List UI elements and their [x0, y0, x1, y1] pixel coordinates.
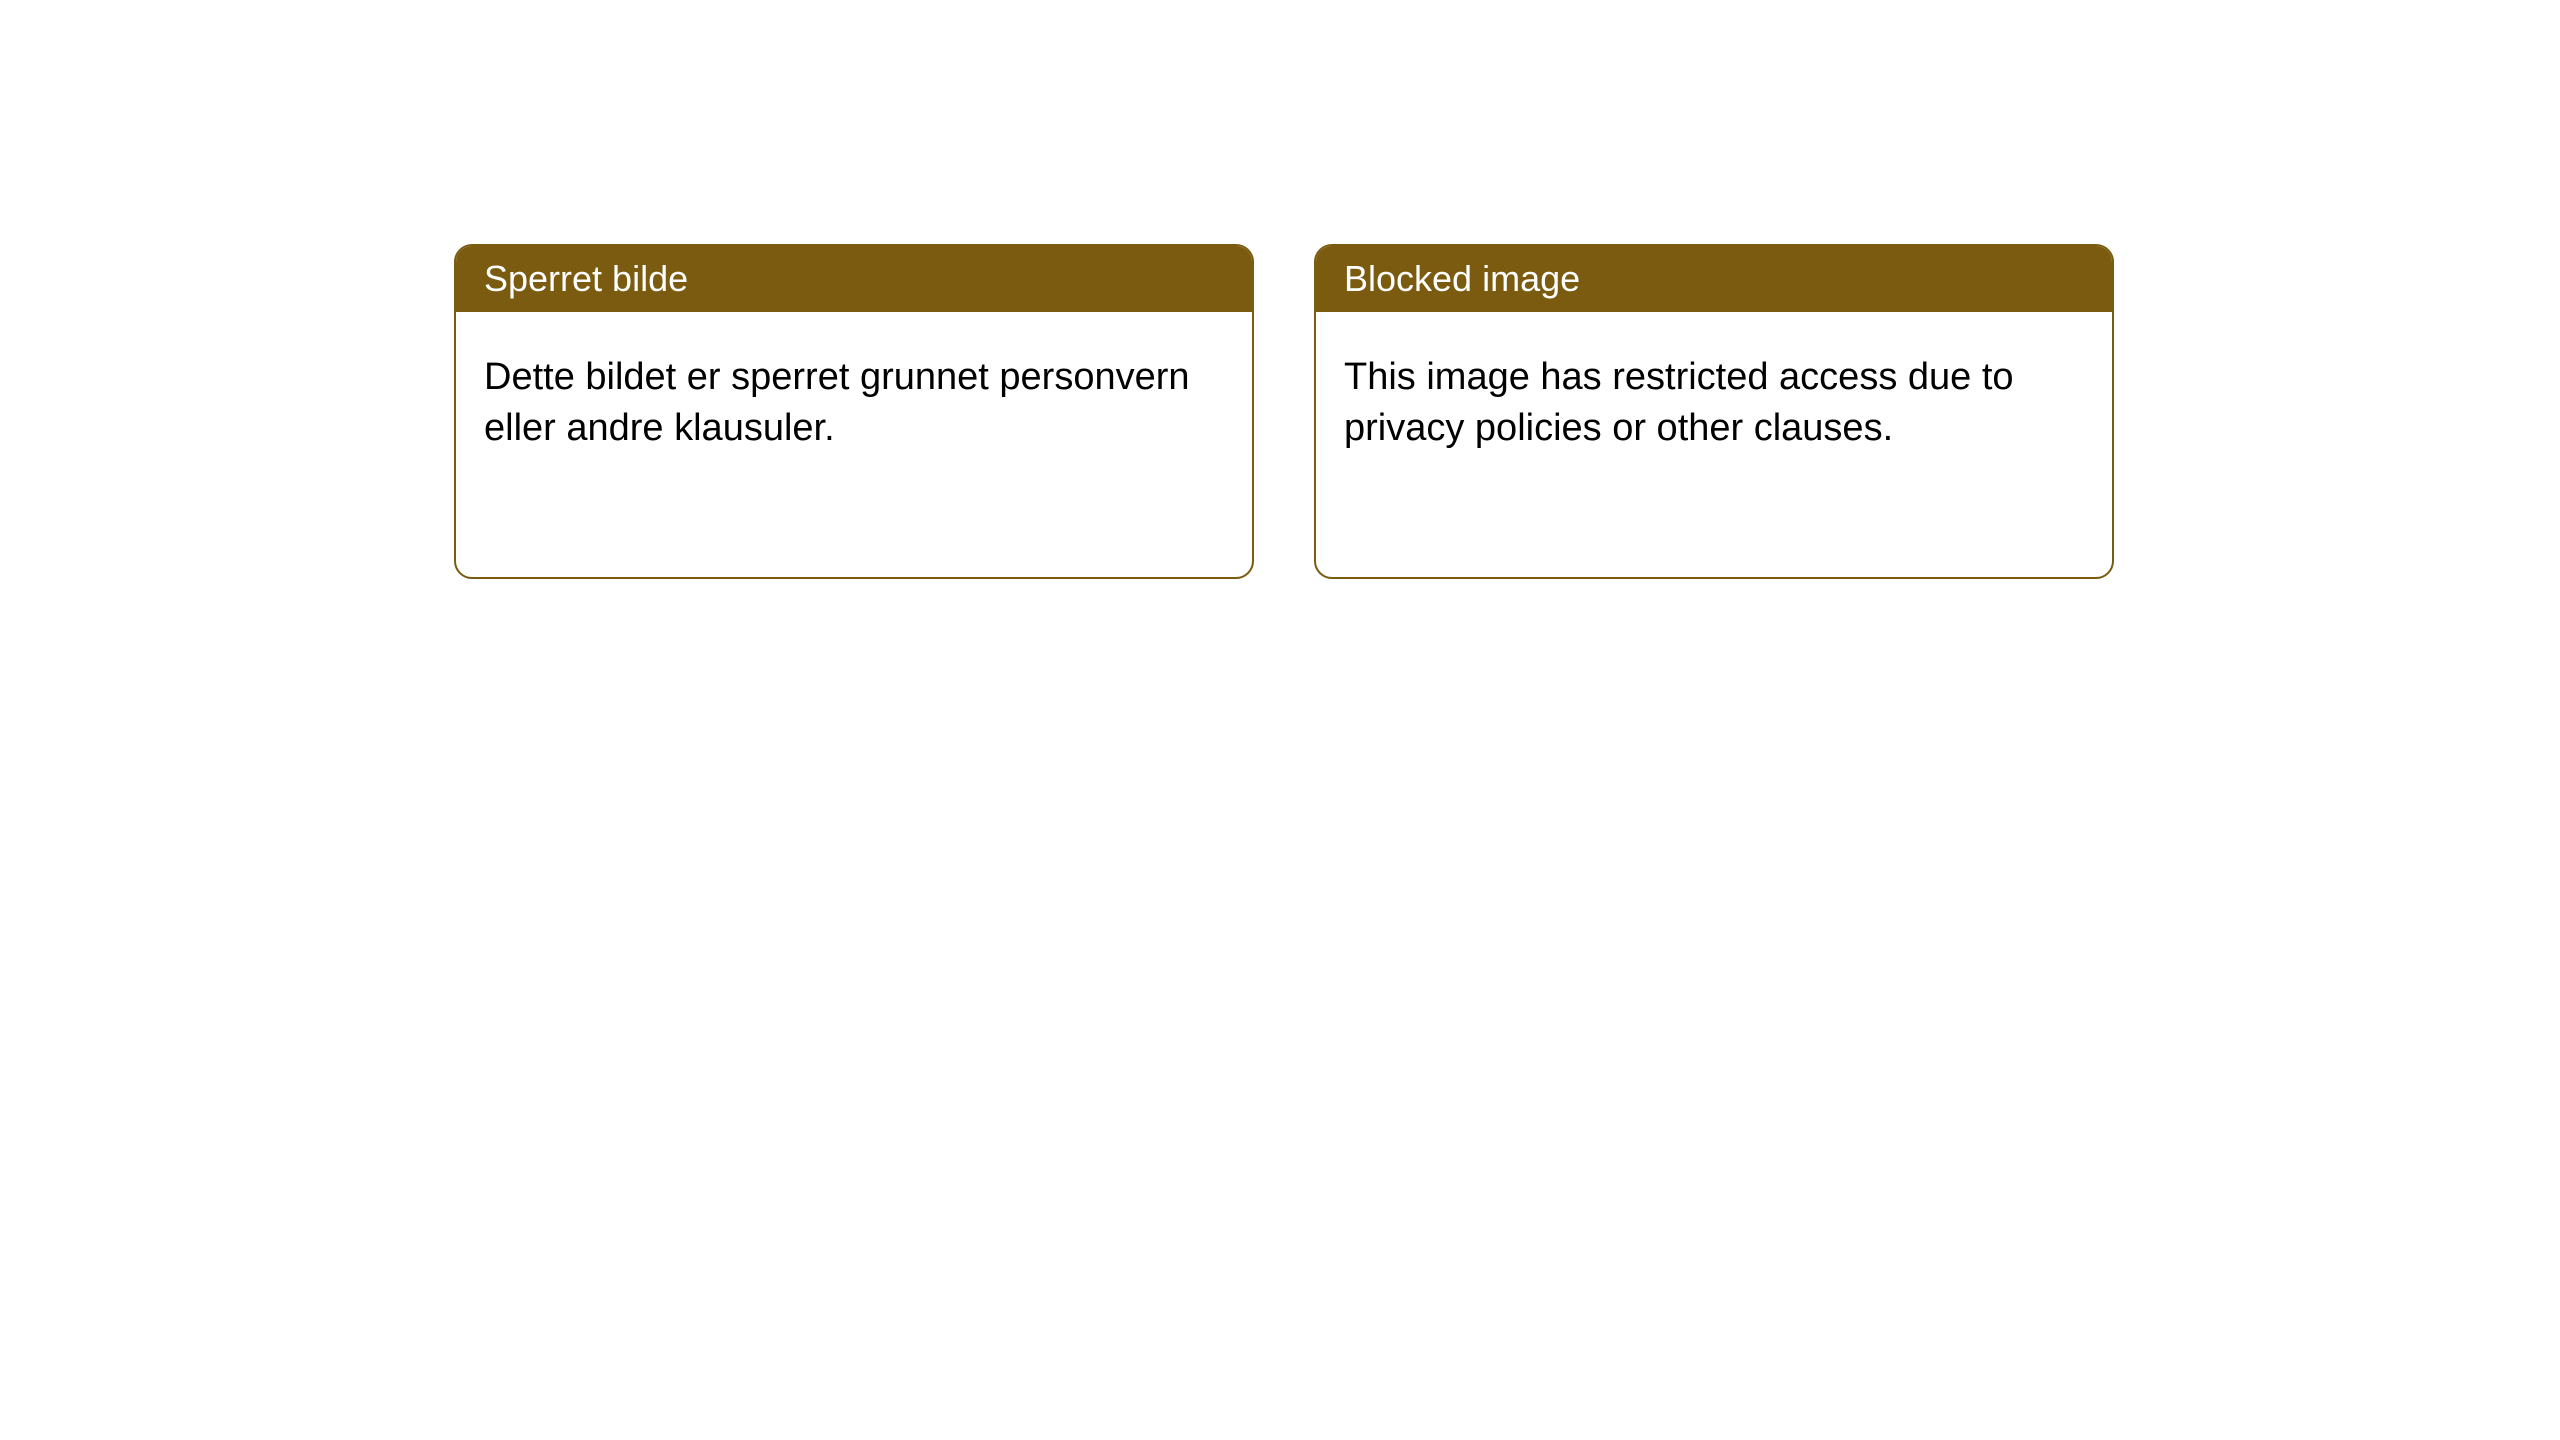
notice-card-english: Blocked image This image has restricted …: [1314, 244, 2114, 579]
card-body-text: This image has restricted access due to …: [1344, 356, 2014, 449]
card-title: Blocked image: [1344, 258, 1580, 299]
card-header: Blocked image: [1316, 246, 2112, 312]
card-body: This image has restricted access due to …: [1316, 312, 2112, 495]
card-body: Dette bildet er sperret grunnet personve…: [456, 312, 1252, 495]
card-header: Sperret bilde: [456, 246, 1252, 312]
notice-container: Sperret bilde Dette bildet er sperret gr…: [454, 244, 2114, 579]
notice-card-norwegian: Sperret bilde Dette bildet er sperret gr…: [454, 244, 1254, 579]
card-body-text: Dette bildet er sperret grunnet personve…: [484, 356, 1190, 449]
card-title: Sperret bilde: [484, 258, 688, 299]
